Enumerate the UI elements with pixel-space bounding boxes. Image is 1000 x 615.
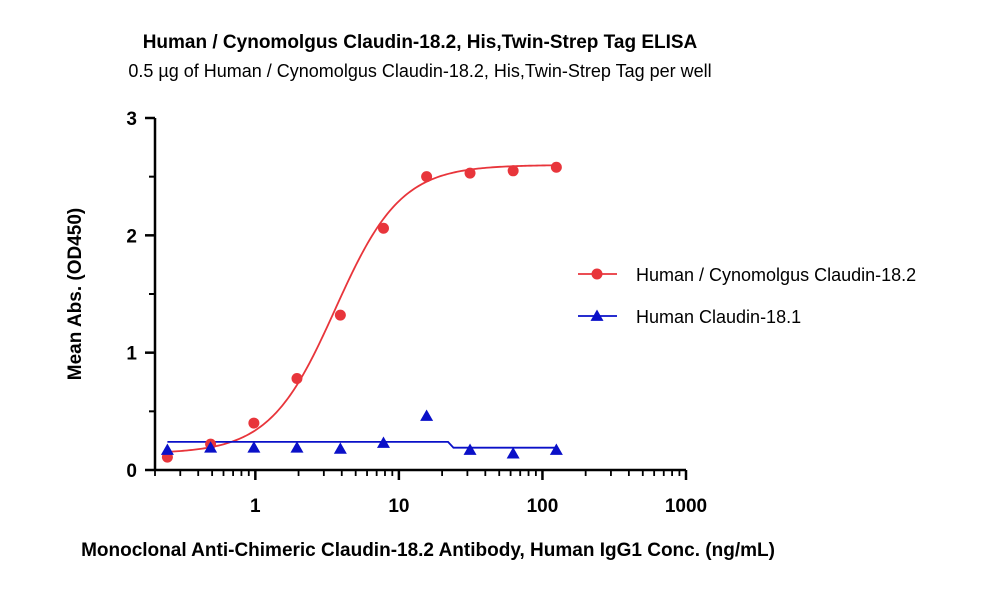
point-claudin-18-1 <box>160 443 174 455</box>
x-axis-label: Monoclonal Anti-Chimeric Claudin-18.2 An… <box>81 540 775 561</box>
point-claudin-18-2 <box>464 167 476 179</box>
point-claudin-18-2 <box>334 309 346 321</box>
y-tick-label: 2 <box>126 226 137 247</box>
fit-curves <box>167 164 557 453</box>
point-claudin-18-1 <box>333 442 347 454</box>
y-tick-label: 1 <box>126 344 137 365</box>
x-tick-label: 1000 <box>665 496 707 517</box>
chart-subtitle: 0.5 µg of Human / Cynomolgus Claudin-18.… <box>128 61 711 81</box>
axes: 0 1 2 3 1 10 100 1000 <box>126 109 707 517</box>
x-tick-label: 100 <box>527 496 559 517</box>
legend-item-claudin-18-1-marker <box>590 309 604 321</box>
point-claudin-18-1 <box>376 436 390 448</box>
point-claudin-18-2 <box>507 165 519 177</box>
legend-item-claudin-18-1-label: Human Claudin-18.1 <box>636 307 801 327</box>
point-claudin-18-1 <box>247 441 261 453</box>
fit-curve-claudin-18-2 <box>167 164 557 453</box>
point-claudin-18-1 <box>506 447 520 459</box>
point-claudin-18-1 <box>204 441 218 453</box>
fit-line-claudin-18-1 <box>167 440 557 449</box>
point-claudin-18-2 <box>550 161 562 173</box>
y-tick-label: 3 <box>126 109 137 130</box>
x-tick-label: 10 <box>388 496 409 517</box>
legend: Human / Cynomolgus Claudin-18.2 Human Cla… <box>578 265 916 327</box>
point-claudin-18-1 <box>549 443 563 455</box>
point-claudin-18-2 <box>291 372 303 384</box>
point-claudin-18-2 <box>421 171 433 183</box>
legend-item-claudin-18-2-marker <box>591 268 603 280</box>
data-points <box>160 161 563 463</box>
y-tick-label: 0 <box>126 461 137 482</box>
point-claudin-18-1 <box>463 443 477 455</box>
point-claudin-18-1 <box>290 441 304 453</box>
point-claudin-18-2 <box>377 222 389 234</box>
y-axis-label: Mean Abs. (OD450) <box>65 208 86 380</box>
x-tick-label: 1 <box>250 496 261 517</box>
chart-title: Human / Cynomolgus Claudin-18.2, His,Twi… <box>143 32 698 53</box>
point-claudin-18-2 <box>248 417 260 429</box>
legend-item-claudin-18-2-label: Human / Cynomolgus Claudin-18.2 <box>636 265 916 285</box>
point-claudin-18-1 <box>420 409 434 421</box>
